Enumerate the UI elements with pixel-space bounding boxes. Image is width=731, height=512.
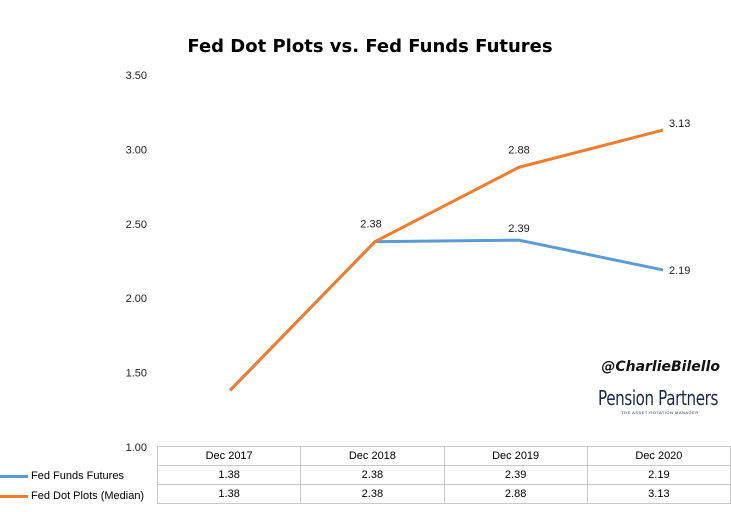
legend-item-fed-funds-futures: Fed Funds Futures [0,467,124,485]
table-header-cell: Dec 2018 [300,446,445,466]
data-label: 2.19 [669,265,690,277]
y-axis: 1.00 1.50 2.00 2.50 3.00 3.50 [126,70,147,454]
legend-label: Fed Dot Plots (Median) [31,490,145,502]
table-cell: 2.19 [586,465,731,485]
data-labels: 2.39 2.19 2.38 2.88 3.13 [360,118,690,277]
legend-swatch [0,474,28,478]
data-label: 3.13 [669,118,690,130]
table-row: 1.38 2.38 2.39 2.19 [156,465,731,485]
data-label: 2.88 [508,144,529,156]
pension-partners-logo: Pension Partners THE ASSET ROTATION MANA… [598,386,719,415]
data-label: 2.38 [360,219,381,231]
table-cell: 2.39 [443,465,588,485]
table-cell: 1.38 [156,465,302,485]
table-header-row: Dec 2017 Dec 2018 Dec 2019 Dec 2020 [156,446,731,466]
legend-item-fed-dot-plots: Fed Dot Plots (Median) [0,487,144,505]
logo-wordmark: Pension Partners [598,386,718,410]
table-cell: 2.38 [300,465,445,485]
chart-title: Fed Dot Plots vs. Fed Funds Futures [187,36,552,57]
table-header-cell: Dec 2019 [443,446,588,466]
series-line-0 [228,238,664,392]
table-cell: 2.38 [300,484,445,504]
legend-swatch [0,494,28,498]
table-header-cell: Dec 2020 [586,446,731,466]
table-row: 1.38 2.38 2.88 3.13 [156,484,731,504]
data-label: 2.39 [508,223,529,235]
table-cell: 1.38 [156,484,302,504]
series-lines [228,128,664,392]
y-tick-label: 2.00 [126,293,147,305]
y-tick-label: 3.50 [126,70,147,82]
y-tick-label: 1.50 [126,368,147,380]
logo-tagline: THE ASSET ROTATION MANAGER [621,410,698,415]
data-table: Dec 2017 Dec 2018 Dec 2019 Dec 2020 1.38… [156,446,731,504]
table-cell: 2.88 [443,484,588,504]
author-handle: @CharlieBilello [601,359,720,375]
series-line-1 [228,128,664,392]
legend-label: Fed Funds Futures [31,470,124,482]
table-header-cell: Dec 2017 [156,446,302,466]
y-tick-label: 1.00 [126,442,147,454]
y-tick-label: 2.50 [126,219,147,231]
y-tick-label: 3.00 [126,144,147,156]
table-cell: 3.13 [586,484,731,504]
